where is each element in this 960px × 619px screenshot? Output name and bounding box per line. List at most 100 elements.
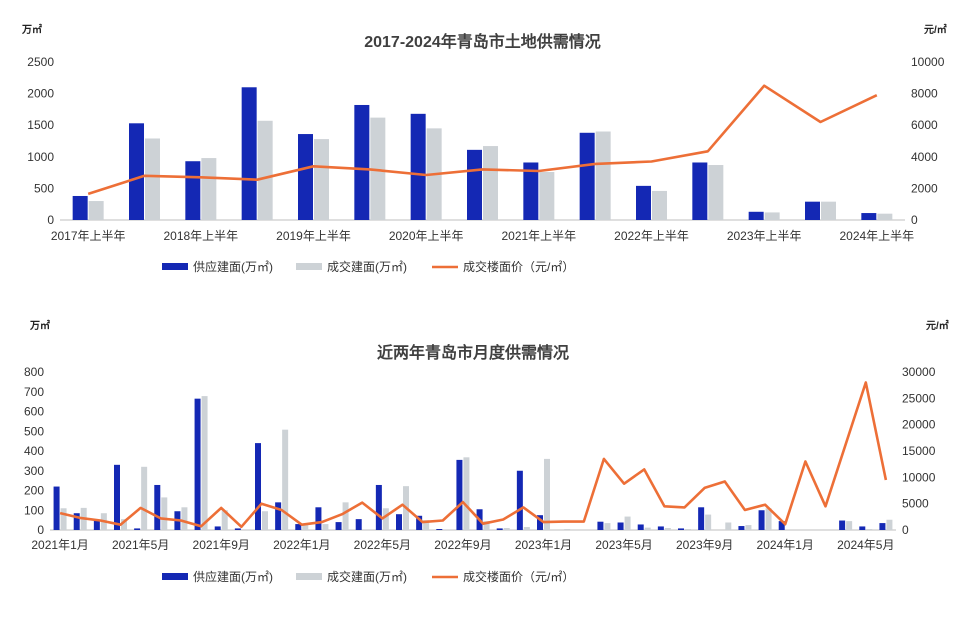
chart-title: 2017-2024年青岛市土地供需情况	[364, 32, 601, 51]
bar-supply	[523, 162, 539, 220]
bar-deal	[88, 201, 104, 220]
bar-deal	[262, 511, 268, 530]
bar-supply	[698, 507, 705, 530]
y-left-tick-label: 500	[24, 424, 44, 438]
y-right-tick-label: 8000	[911, 87, 938, 101]
bar-deal	[141, 466, 148, 530]
y-left-tick-label: 600	[24, 405, 44, 419]
x-tick-label: 2023年5月	[595, 538, 652, 552]
bar-deal	[322, 524, 329, 530]
bar-deal	[282, 429, 289, 530]
bar-deal	[201, 158, 217, 220]
bar-supply	[241, 87, 257, 220]
bar-deal	[595, 131, 611, 220]
y-left-unit: 万㎡	[21, 23, 42, 36]
bar-deal	[764, 212, 780, 220]
bar-deal	[725, 522, 732, 530]
bar-deal	[708, 165, 724, 220]
bar-supply	[396, 514, 402, 530]
y-left-tick-label: 800	[24, 365, 44, 379]
bar-deal	[60, 508, 67, 530]
y-left-tick-label: 100	[24, 503, 44, 517]
x-tick-label: 2021年1月	[31, 538, 88, 552]
bar-deal	[257, 120, 273, 220]
legend-label-supply: 供应建面(万㎡)	[193, 569, 273, 584]
bar-supply	[375, 484, 382, 530]
bar-supply	[579, 132, 595, 220]
bar-supply	[295, 524, 302, 530]
bar-deal	[145, 138, 160, 220]
x-tick-label: 2023年上半年	[727, 229, 802, 243]
bar-supply	[315, 507, 322, 530]
bar-deal	[745, 525, 752, 530]
bar-deal	[342, 502, 349, 530]
bar-deal	[503, 528, 510, 530]
legend: 供应建面(万㎡) 成交建面(万㎡) 成交楼面价（元/㎡）	[162, 259, 574, 274]
legend-swatch-supply	[162, 263, 188, 270]
x-tick-label: 2024年上半年	[839, 229, 914, 243]
bar-supply	[255, 443, 261, 530]
y-left-tick-label: 200	[24, 484, 44, 498]
bar-deal	[866, 529, 873, 530]
bar-supply	[516, 470, 523, 530]
y-right-tick-label: 6000	[911, 118, 938, 132]
bar-supply	[537, 515, 543, 530]
x-tick-label: 2019年上半年	[276, 229, 351, 243]
bar-supply	[73, 513, 80, 530]
bar-supply	[436, 529, 443, 530]
bar-deal	[544, 458, 550, 530]
bar-supply	[335, 522, 342, 530]
bar-deal	[161, 497, 168, 530]
y-left-tick-label: 700	[24, 385, 44, 399]
bar-supply	[692, 162, 708, 220]
bar-supply	[496, 528, 503, 530]
y-left-tick-label: 2500	[27, 55, 54, 69]
x-tick-label: 2018年上半年	[163, 229, 238, 243]
bar-supply	[114, 464, 120, 530]
y-left-unit: 万㎡	[29, 319, 50, 332]
x-tick-label: 2022年5月	[354, 538, 411, 552]
bar-supply	[758, 510, 765, 530]
chart-title: 近两年青岛市月度供需情况	[377, 343, 569, 362]
legend-label-price: 成交楼面价（元/㎡）	[463, 569, 574, 584]
legend-label-deal: 成交建面(万㎡)	[327, 569, 407, 584]
y-left-tick-label: 400	[24, 444, 44, 458]
legend-label-deal: 成交建面(万㎡)	[327, 259, 407, 274]
bar-supply	[597, 521, 604, 530]
bar-deal	[463, 457, 470, 530]
y-right-tick-label: 2000	[911, 181, 938, 195]
bar-supply	[738, 526, 745, 530]
y-left-tick-label: 0	[37, 523, 44, 537]
bar-supply	[456, 459, 463, 530]
bar-supply	[194, 398, 201, 530]
y-right-tick-label: 10000	[902, 470, 936, 484]
x-tick-label: 2022年上半年	[614, 229, 689, 243]
bar-supply	[678, 528, 684, 530]
x-tick-label: 2022年1月	[273, 538, 330, 552]
bar-supply	[839, 520, 846, 530]
bar-supply	[657, 526, 664, 530]
bar-supply	[298, 134, 313, 220]
bar-deal	[221, 510, 228, 530]
bar-deal	[564, 529, 571, 530]
legend-swatch-deal	[296, 573, 322, 580]
bar-deal	[539, 171, 555, 220]
price-line	[59, 381, 888, 529]
bar-deal	[201, 396, 208, 530]
bar-deal	[423, 520, 430, 530]
price-line	[87, 84, 878, 196]
x-tick-label: 2024年5月	[837, 538, 894, 552]
y-left-tick-label: 0	[47, 213, 54, 227]
bar-supply	[355, 519, 362, 530]
bar-deal	[624, 516, 631, 530]
bar-deal	[382, 508, 389, 530]
legend-label-supply: 供应建面(万㎡)	[193, 259, 273, 274]
x-tick-label: 2017年上半年	[51, 229, 126, 243]
bar-deal	[765, 508, 772, 530]
bar-deal	[846, 521, 853, 530]
x-tick-label: 2021年上半年	[501, 229, 576, 243]
legend: 供应建面(万㎡) 成交建面(万㎡) 成交楼面价（元/㎡）	[162, 569, 574, 584]
bar-supply	[778, 521, 785, 530]
bar-deal	[821, 201, 836, 220]
